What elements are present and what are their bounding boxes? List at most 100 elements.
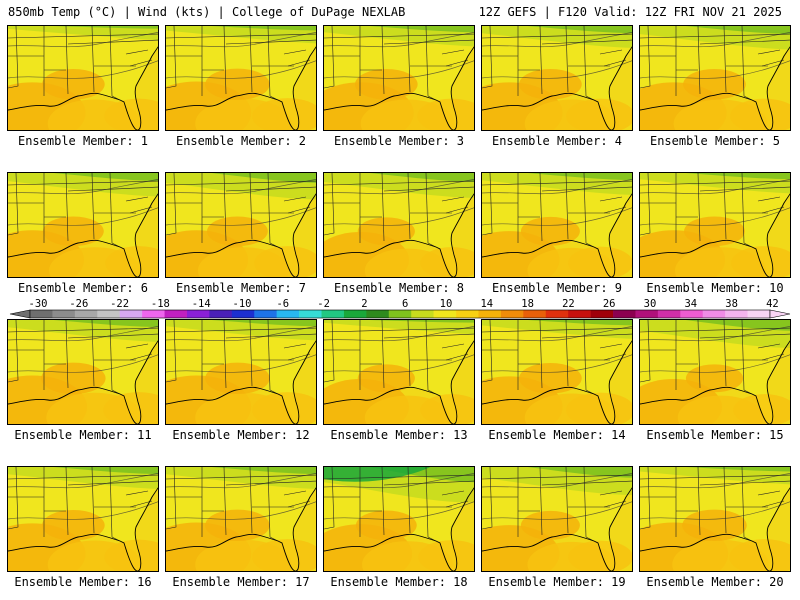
colorbar-tick-label: -10 [233, 298, 252, 310]
ensemble-map-panel [7, 466, 159, 572]
colorbar-segment [500, 310, 524, 318]
ensemble-member-label: Ensemble Member: 18 [330, 575, 468, 589]
temperature-field-map [8, 320, 158, 424]
colorbar-segment [635, 310, 659, 318]
colorbar-tick-label: 22 [562, 298, 575, 310]
header-title: 850mb Temp (°C) | Wind (kts) | College o… [8, 5, 406, 19]
colorbar-segment [545, 310, 569, 318]
temperature-field-map [166, 320, 316, 424]
ensemble-map-panel [481, 466, 633, 572]
colorbar-segment [613, 310, 636, 318]
colorbar-tick-label: 18 [521, 298, 534, 310]
header-valid-time: 12Z GEFS | F120 Valid: 12Z FRI NOV 21 20… [478, 5, 782, 19]
ensemble-member-label: Ensemble Member: 7 [175, 281, 307, 295]
temperature-field-map [8, 467, 158, 571]
temperature-field-map [482, 26, 632, 130]
ensemble-member-label: Ensemble Member: 5 [649, 134, 781, 148]
colorbar-tick-label: -22 [110, 298, 129, 310]
colorbar-tick-label: 2 [361, 298, 367, 310]
temperature-field-map [640, 26, 790, 130]
temperature-field-map [482, 173, 632, 277]
ensemble-member-label: Ensemble Member: 8 [333, 281, 465, 295]
temperature-field-map [640, 467, 790, 571]
colorbar-tick-label: -26 [69, 298, 88, 310]
ensemble-member-label: Ensemble Member: 2 [175, 134, 307, 148]
colorbar-segment [366, 310, 390, 318]
colorbar-segment [321, 310, 345, 318]
ensemble-member-label: Ensemble Member: 13 [330, 428, 468, 442]
colorbar-segment [209, 310, 233, 318]
colorbar-tick-label: -14 [192, 298, 211, 310]
ensemble-member-label: Ensemble Member: 6 [17, 281, 149, 295]
ensemble-map-panel [481, 172, 633, 278]
ensemble-map-panel [639, 466, 791, 572]
colorbar-segment [276, 310, 300, 318]
ensemble-member-label: Ensemble Member: 17 [172, 575, 310, 589]
ensemble-map-panel [323, 172, 475, 278]
colorbar-segment [254, 310, 277, 318]
colorbar-segment [657, 310, 681, 318]
colorbar-tick-label: 42 [766, 298, 779, 310]
ensemble-map-panel [323, 319, 475, 425]
colorbar-segment [299, 310, 322, 318]
colorbar-high-arrow [769, 309, 791, 319]
temperature-field-map [166, 467, 316, 571]
ensemble-map-panel [165, 172, 317, 278]
colorbar-segment [164, 310, 188, 318]
colorbar-segment [231, 310, 255, 318]
temperature-field-map [8, 173, 158, 277]
ensemble-member-label: Ensemble Member: 11 [14, 428, 152, 442]
ensemble-map-panel [323, 25, 475, 131]
temperature-field-map [166, 26, 316, 130]
ensemble-member-label: Ensemble Member: 10 [646, 281, 784, 295]
colorbar-segment [30, 310, 53, 318]
colorbar-low-arrow [9, 309, 31, 319]
ensemble-member-label: Ensemble Member: 15 [646, 428, 784, 442]
colorbar-segment [680, 310, 704, 318]
ensemble-member-label: Ensemble Member: 19 [488, 575, 626, 589]
ensemble-member-label: Ensemble Member: 16 [14, 575, 152, 589]
temperature-field-map [324, 26, 474, 130]
colorbar-segment [433, 310, 457, 318]
ensemble-map-panel [481, 25, 633, 131]
colorbar-segment [97, 310, 120, 318]
temperature-field-map [324, 320, 474, 424]
colorbar-tick-label: 38 [725, 298, 738, 310]
ensemble-member-label: Ensemble Member: 20 [646, 575, 784, 589]
ensemble-map-panel [639, 25, 791, 131]
ensemble-map-panel [639, 172, 791, 278]
colorbar-tick-label: 30 [644, 298, 657, 310]
colorbar-segment [343, 310, 367, 318]
temperature-field-map [482, 320, 632, 424]
ensemble-map-panel [7, 25, 159, 131]
colorbar-tick-label: 26 [603, 298, 616, 310]
temperature-field-map [166, 173, 316, 277]
colorbar-tick-label: 6 [402, 298, 408, 310]
ensemble-member-label: Ensemble Member: 3 [333, 134, 465, 148]
ensemble-member-label: Ensemble Member: 9 [491, 281, 623, 295]
colorbar-tick-label: 14 [480, 298, 493, 310]
colorbar-tick-label: 34 [684, 298, 697, 310]
colorbar-tick-label: -30 [29, 298, 48, 310]
ensemble-map-panel [165, 25, 317, 131]
colorbar-segment [523, 310, 547, 318]
ensemble-map-panel [7, 319, 159, 425]
temperature-field-map [324, 173, 474, 277]
colorbar-segment [747, 310, 771, 318]
temperature-field-map [640, 173, 790, 277]
colorbar-tick-label: -18 [151, 298, 170, 310]
colorbar-segment [478, 310, 502, 318]
colorbar-segment [456, 310, 479, 318]
colorbar-segment [142, 310, 165, 318]
colorbar-segment [702, 310, 726, 318]
temperature-field-map [482, 467, 632, 571]
colorbar-segment [411, 310, 434, 318]
colorbar-tick-label: 10 [440, 298, 453, 310]
colorbar-tick-label: -2 [317, 298, 330, 310]
ensemble-map-panel [7, 172, 159, 278]
ensemble-map-panel [165, 319, 317, 425]
ensemble-map-panel [481, 319, 633, 425]
colorbar-segment [186, 310, 210, 318]
ensemble-member-label: Ensemble Member: 4 [491, 134, 623, 148]
ensemble-map-panel [323, 466, 475, 572]
